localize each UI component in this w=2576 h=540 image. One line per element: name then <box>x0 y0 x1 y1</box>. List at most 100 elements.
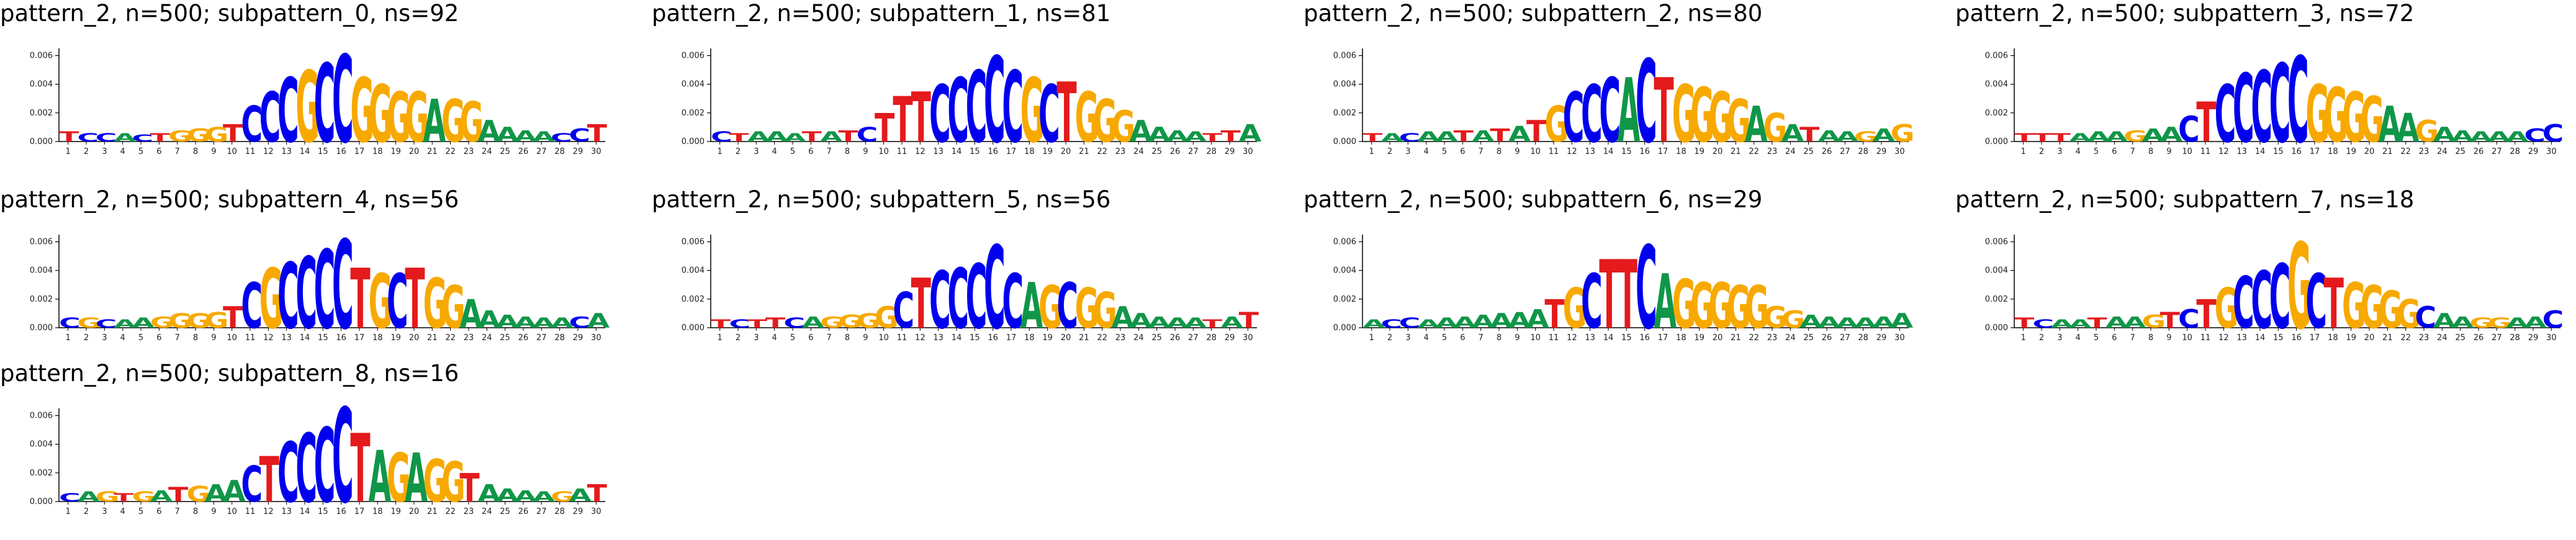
x-tick-label: 27 <box>2492 147 2502 156</box>
logo-letter: A <box>132 315 155 331</box>
logo-letter: C <box>1636 222 1657 355</box>
y-tick-label: 0.002 <box>682 109 705 118</box>
logo-letter: G <box>2141 312 2166 332</box>
x-tick-label: 19 <box>1042 147 1053 156</box>
logo-letter: C <box>332 382 354 533</box>
logo-letter: T <box>1654 60 1673 162</box>
logo-letter: T <box>1056 65 1076 161</box>
x-tick-label: 1 <box>718 147 723 156</box>
x-tick-label: 28 <box>554 333 565 343</box>
logo-letter-group: G <box>1690 269 1714 343</box>
y-tick-label: 0.000 <box>30 323 53 333</box>
logo-letter-group: G <box>1672 266 1696 344</box>
x-tick-label: 18 <box>2328 333 2338 343</box>
x-tick-label: 9 <box>211 507 216 516</box>
x-tick-label: 24 <box>482 333 492 343</box>
logo-letter-group: A <box>2160 124 2183 146</box>
logo-letter-group: G <box>1781 306 1806 333</box>
logo-letter-group: C <box>857 124 878 146</box>
logo-letter-group: G <box>1672 68 1696 160</box>
logo-letter-group: T <box>2014 315 2034 331</box>
x-tick-label: 17 <box>1006 147 1017 156</box>
logo-letter-group: G <box>259 251 284 348</box>
x-tick-label: 1 <box>2021 147 2026 156</box>
logo-letter-group: G <box>350 60 374 162</box>
sequence-logo-chart: 0.0000.0020.0040.0061C2A3G4T5G6A7T8G9A10… <box>30 382 608 533</box>
logo-letter: G <box>2305 68 2330 160</box>
logo-letter: C <box>241 97 263 153</box>
logo-letter: T <box>2196 292 2216 338</box>
logo-letter-group: A <box>1111 301 1134 335</box>
x-tick-label: 3 <box>754 147 759 156</box>
logo-letter-group: G <box>2141 312 2166 332</box>
logo-letter: T <box>711 317 731 331</box>
x-tick-label: 5 <box>2094 147 2099 156</box>
panel-title: pattern_2, n=500; subpattern_4, ns=56 <box>0 186 459 213</box>
logo-letter-group: C <box>241 457 263 513</box>
logo-letter-group: C <box>1599 60 1621 162</box>
logo-letter: G <box>1708 269 1732 343</box>
x-tick-label: 13 <box>1585 147 1595 156</box>
x-tick-label: 22 <box>1749 333 1759 343</box>
logo-letter-group: C <box>2415 301 2436 335</box>
x-tick-label: 27 <box>2492 333 2502 343</box>
logo-letter-group: C <box>314 407 336 526</box>
x-tick-label: 14 <box>300 333 310 343</box>
logo-letter: G <box>186 310 210 333</box>
y-tick-label: 0.006 <box>1333 52 1356 61</box>
x-tick-label: 10 <box>878 147 889 156</box>
logo-letter-group: T <box>223 120 243 147</box>
logo-letter: A <box>405 439 428 518</box>
logo-letter-group: G <box>857 310 881 333</box>
x-tick-label: 12 <box>263 147 274 156</box>
logo-letter: C <box>241 457 263 513</box>
logo-letter: A <box>1148 313 1171 331</box>
logo-letter: T <box>875 106 894 151</box>
logo-letter: C <box>783 315 805 331</box>
logo-letter: T <box>2014 315 2034 331</box>
logo-letter-group: G <box>369 68 393 160</box>
x-tick-label: 29 <box>573 333 583 343</box>
logo-letter: C <box>1599 60 1621 162</box>
logo-letter: A <box>1618 60 1641 162</box>
logo-letter: A <box>2397 106 2420 151</box>
logo-letter-group: G <box>2123 127 2148 145</box>
logo-letter: T <box>2051 131 2071 145</box>
x-tick-label: 8 <box>193 333 198 343</box>
logo-letter: A <box>1817 313 1840 331</box>
logo-letter: A <box>1472 127 1495 145</box>
x-tick-label: 12 <box>263 507 274 516</box>
x-tick-label: 30 <box>591 333 601 343</box>
logo-letter-group: A <box>1435 129 1458 145</box>
logo-letter-group: G <box>423 265 448 345</box>
x-tick-label: 10 <box>1530 333 1541 343</box>
logo-letter: A <box>1872 313 1895 331</box>
logo-letter-group: A <box>1872 313 1895 331</box>
x-tick-label: 22 <box>445 333 456 343</box>
sequence-logo-chart: 0.0000.0020.0040.0061T2C3T4T5C6A7G8G9G10… <box>682 222 1259 355</box>
y-tick-label: 0.002 <box>30 295 53 304</box>
logo-letter: G <box>441 451 466 515</box>
logo-letter-group: C <box>729 317 750 331</box>
logo-letter-group: A <box>1184 129 1207 145</box>
logo-letter: G <box>2469 315 2493 331</box>
x-tick-label: 27 <box>1188 147 1199 156</box>
x-tick-label: 1 <box>1369 147 1374 156</box>
logo-letter-group: G <box>168 127 192 145</box>
logo-letter-group: G <box>1020 60 1045 162</box>
panel-title: pattern_2, n=500; subpattern_8, ns=16 <box>0 360 459 387</box>
logo-letter-group: T <box>405 251 425 348</box>
logo-letter-group: A <box>2123 313 2146 331</box>
x-tick-label: 23 <box>1767 333 1778 343</box>
x-tick-label: 20 <box>2364 147 2375 156</box>
logo-letter-group: T <box>1454 127 1474 145</box>
logo-letter-group: G <box>2287 218 2312 356</box>
logo-letter: A <box>478 480 501 507</box>
logo-letter-group: T <box>1799 124 1820 146</box>
logo-letter: A <box>2488 129 2511 145</box>
x-tick-label: 8 <box>845 333 850 343</box>
logo-letter: T <box>838 127 858 145</box>
logo-letter: T <box>1239 307 1259 333</box>
x-tick-label: 7 <box>827 333 832 343</box>
logo-letter: C <box>277 60 299 162</box>
